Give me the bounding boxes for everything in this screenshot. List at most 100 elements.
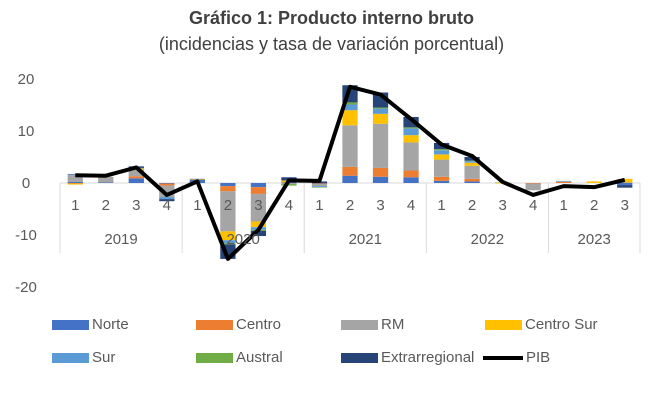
bar-extrarregional (67, 174, 83, 175)
bar-centro (433, 176, 450, 181)
bar-austral (464, 160, 480, 162)
bar-extrarregional (250, 230, 267, 237)
x-tick-label: 1 (437, 197, 445, 214)
bar-rm (433, 159, 450, 177)
bar-sur (67, 174, 83, 176)
bar-centro (159, 183, 175, 186)
bar-centro-sur (464, 162, 480, 166)
bar-extrarregional (403, 116, 419, 128)
y-tick-label: -20 (15, 279, 37, 296)
bar-austral (433, 149, 450, 151)
bar-rm (617, 182, 633, 183)
x-tick-label: 2 (590, 197, 598, 214)
x-tick-label: 3 (254, 197, 262, 214)
bar-rm (556, 181, 572, 182)
x-tick-label: 2 (346, 197, 354, 214)
bar-rm (220, 191, 236, 232)
bar-sur (311, 186, 328, 188)
x-tick-label: 4 (163, 197, 171, 214)
bar-rm (403, 142, 419, 171)
bar-rm (342, 125, 358, 167)
bar-norte (311, 183, 328, 184)
bar-austral (342, 102, 358, 105)
bar-centro (556, 181, 572, 183)
line-layer (75, 84, 626, 261)
bar-rm (128, 170, 144, 177)
bar-austral (403, 127, 419, 129)
y-tick-label: 10 (18, 123, 35, 140)
x-group-label: 2021 (349, 231, 382, 248)
bar-rm (525, 183, 541, 191)
bar-centro (250, 187, 267, 194)
bar-sur (403, 128, 419, 136)
y-tick-label: 0 (22, 175, 30, 192)
x-tick-label: 2 (224, 197, 232, 214)
bar-extrarregional (617, 185, 633, 188)
y-tick-label: 20 (18, 71, 35, 88)
bar-norte (220, 183, 236, 187)
bar-sur (342, 104, 358, 111)
x-tick-label: 4 (285, 197, 293, 214)
x-tick-label: 1 (315, 197, 323, 214)
x-tick-label: 1 (71, 197, 79, 214)
bar-norte (403, 177, 419, 183)
y-tick-label: -10 (15, 227, 37, 244)
bar-norte (617, 183, 633, 186)
bar-centro-sur (433, 154, 450, 160)
bar-extrarregional (159, 199, 175, 202)
label-layer: 20 10 0 -10 -20 2019 2020 2021 2022 2023 1 2 3 4 1 2 3 4 1… (15, 71, 629, 296)
x-tick-label: 1 (560, 197, 568, 214)
bar-sur (556, 180, 572, 182)
bar-norte (98, 182, 114, 183)
x-group-label: 2022 (471, 231, 504, 248)
bar-austral (281, 184, 297, 186)
bar-rm (311, 184, 328, 187)
bar-rm (159, 185, 175, 198)
x-tick-label: 3 (376, 197, 384, 214)
x-tick-label: 2 (102, 197, 110, 214)
bar-norte (128, 178, 144, 183)
x-tick-label: 3 (132, 197, 140, 214)
bar-centro (464, 178, 480, 182)
chart-subtitle: (incidencias y tasa de variación porcent… (158, 34, 505, 54)
bar-centro-sur (67, 183, 83, 185)
bar-centro-sur (250, 221, 267, 228)
bar-sur (433, 150, 450, 155)
bar-austral (220, 243, 236, 245)
x-tick-label: 1 (193, 197, 201, 214)
bar-centro (220, 186, 236, 192)
chart-title: Gráfico 1: Producto interno bruto (188, 8, 474, 28)
bar-centro-sur (220, 231, 236, 241)
bar-centro (342, 166, 358, 176)
bar-centro (372, 167, 389, 177)
x-group-label: 2023 (578, 231, 611, 248)
bar-rm (372, 123, 389, 168)
bar-centro-sur (342, 110, 358, 126)
bar-norte (67, 181, 83, 183)
bar-centro-sur (403, 135, 419, 143)
bar-centro-sur (372, 113, 389, 124)
x-tick-label: 3 (621, 197, 629, 214)
bar-layer (67, 85, 633, 259)
bar-rm (98, 176, 114, 183)
bar-sur (159, 197, 175, 200)
bar-extrarregional (189, 178, 205, 180)
bar-norte (372, 176, 389, 183)
bar-norte (342, 175, 358, 183)
bar-norte (250, 183, 267, 188)
bar-rm (67, 175, 83, 182)
bar-centro-sur (586, 181, 602, 183)
bar-norte (159, 183, 175, 184)
bar-sur (372, 108, 389, 114)
bar-norte (464, 181, 480, 183)
bar-austral (311, 187, 328, 188)
bar-centro (128, 176, 144, 179)
x-tick-label: 4 (407, 197, 415, 214)
x-group-label: 2019 (104, 231, 137, 248)
bar-centro (525, 183, 541, 184)
bar-sur (220, 240, 236, 244)
bar-norte (433, 180, 450, 183)
x-tick-label: 3 (498, 197, 506, 214)
bar-rm (464, 165, 480, 179)
